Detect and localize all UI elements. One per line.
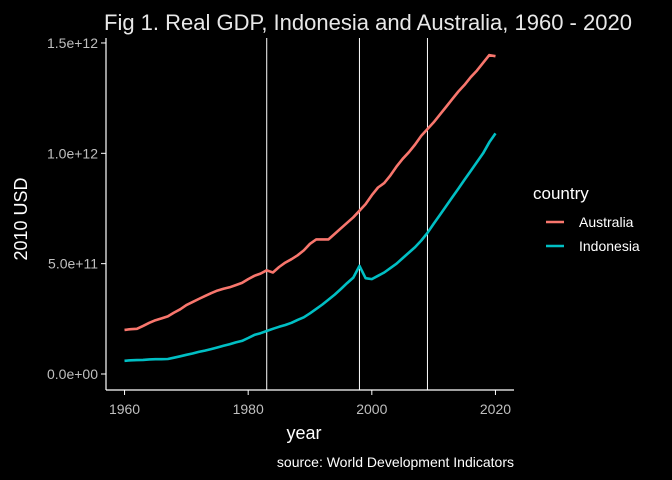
series-line-australia (124, 53, 496, 332)
legend-label-australia: Australia (579, 214, 634, 230)
x-axis-title: year (286, 423, 321, 443)
x-tick-label: 2000 (356, 401, 387, 417)
series-line-indonesia (124, 132, 497, 363)
legend-title: country (533, 184, 589, 203)
y-axis-title: 2010 USD (11, 177, 31, 260)
y-tick-label: 1.0e+12 (47, 145, 98, 161)
x-tick-label: 1980 (233, 401, 264, 417)
y-tick-label: 0.0e+00 (47, 366, 98, 382)
legend: country Australia Indonesia (533, 184, 640, 254)
y-tick-label: 5.0e+11 (48, 256, 98, 272)
x-axis-ticks: 1960 1980 2000 2020 (109, 390, 511, 417)
chart-title: Fig 1. Real GDP, Indonesia and Australia… (104, 10, 632, 35)
legend-label-indonesia: Indonesia (579, 238, 640, 254)
vertical-reference-lines (266, 38, 428, 390)
source-caption: source: World Development Indicators (277, 454, 514, 470)
series-lines (124, 53, 497, 363)
y-tick-label: 1.5e+12 (47, 35, 98, 51)
x-tick-label: 1960 (109, 401, 140, 417)
x-tick-label: 2020 (480, 401, 511, 417)
y-axis-ticks: 0.0e+00 5.0e+11 1.0e+12 1.5e+12 (47, 35, 106, 382)
